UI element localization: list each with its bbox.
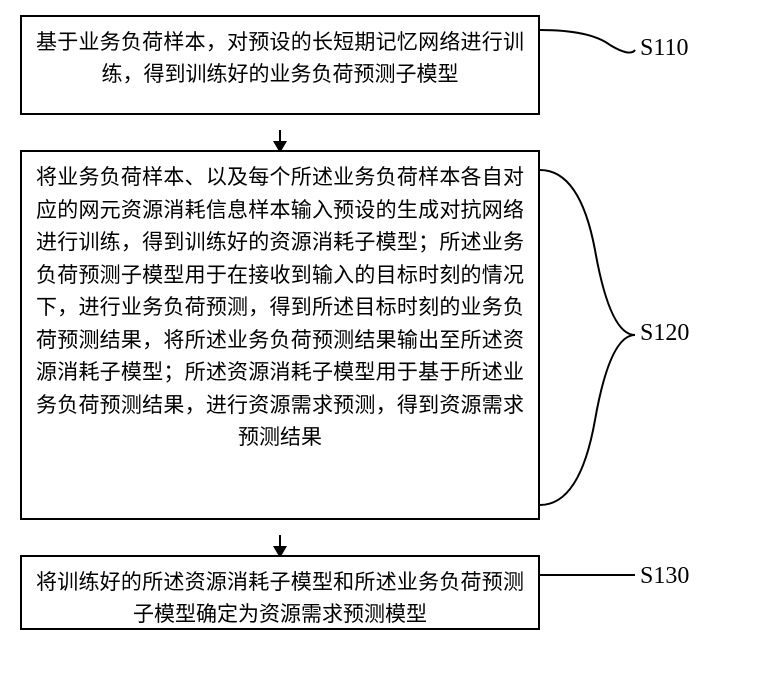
step-2-text: 将业务负荷样本、以及每个所述业务负荷样本各自对应的网元资源消耗信息样本输入预设的… (36, 162, 524, 455)
flowchart-step-2: 将业务负荷样本、以及每个所述业务负荷样本各自对应的网元资源消耗信息样本输入预设的… (20, 150, 540, 520)
connector-1 (540, 25, 640, 75)
connector-2 (540, 160, 640, 520)
step-1-text: 基于业务负荷样本，对预设的长短期记忆网络进行训练，得到训练好的业务负荷预测子模型 (36, 27, 524, 90)
arrow-2-to-3 (279, 535, 281, 557)
connector-3 (540, 570, 640, 580)
step-label-3: S130 (640, 563, 689, 590)
arrow-1-to-2 (279, 130, 281, 152)
flowchart-step-3: 将训练好的所述资源消耗子模型和所述业务负荷预测子模型确定为资源需求预测模型 (20, 555, 540, 630)
flowchart-step-1: 基于业务负荷样本，对预设的长短期记忆网络进行训练，得到训练好的业务负荷预测子模型 (20, 15, 540, 115)
step-label-1: S110 (640, 35, 688, 62)
flowchart-container: 基于业务负荷样本，对预设的长短期记忆网络进行训练，得到训练好的业务负荷预测子模型… (20, 15, 540, 630)
step-label-2: S120 (640, 320, 689, 347)
step-3-text: 将训练好的所述资源消耗子模型和所述业务负荷预测子模型确定为资源需求预测模型 (36, 567, 524, 630)
